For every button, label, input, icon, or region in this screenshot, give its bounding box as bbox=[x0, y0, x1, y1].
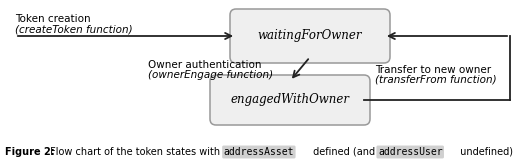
Text: (createToken function): (createToken function) bbox=[15, 24, 133, 34]
Text: (transferFrom function): (transferFrom function) bbox=[375, 75, 496, 85]
Text: Token creation: Token creation bbox=[15, 14, 91, 24]
Text: (ownerEngage function): (ownerEngage function) bbox=[148, 70, 273, 80]
FancyBboxPatch shape bbox=[230, 9, 390, 63]
Text: engagedWithOwner: engagedWithOwner bbox=[230, 93, 349, 107]
Text: undefined): undefined) bbox=[457, 147, 513, 157]
Text: addressAsset: addressAsset bbox=[224, 147, 294, 157]
FancyBboxPatch shape bbox=[210, 75, 370, 125]
Text: Transfer to new owner: Transfer to new owner bbox=[375, 65, 491, 75]
Text: Owner authentication: Owner authentication bbox=[148, 60, 261, 70]
Text: addressUser: addressUser bbox=[378, 147, 442, 157]
Text: waitingForOwner: waitingForOwner bbox=[258, 30, 362, 42]
Text: Figure 2:: Figure 2: bbox=[5, 147, 55, 157]
Text: Flow chart of the token states with: Flow chart of the token states with bbox=[47, 147, 224, 157]
Text: defined (and: defined (and bbox=[310, 147, 378, 157]
